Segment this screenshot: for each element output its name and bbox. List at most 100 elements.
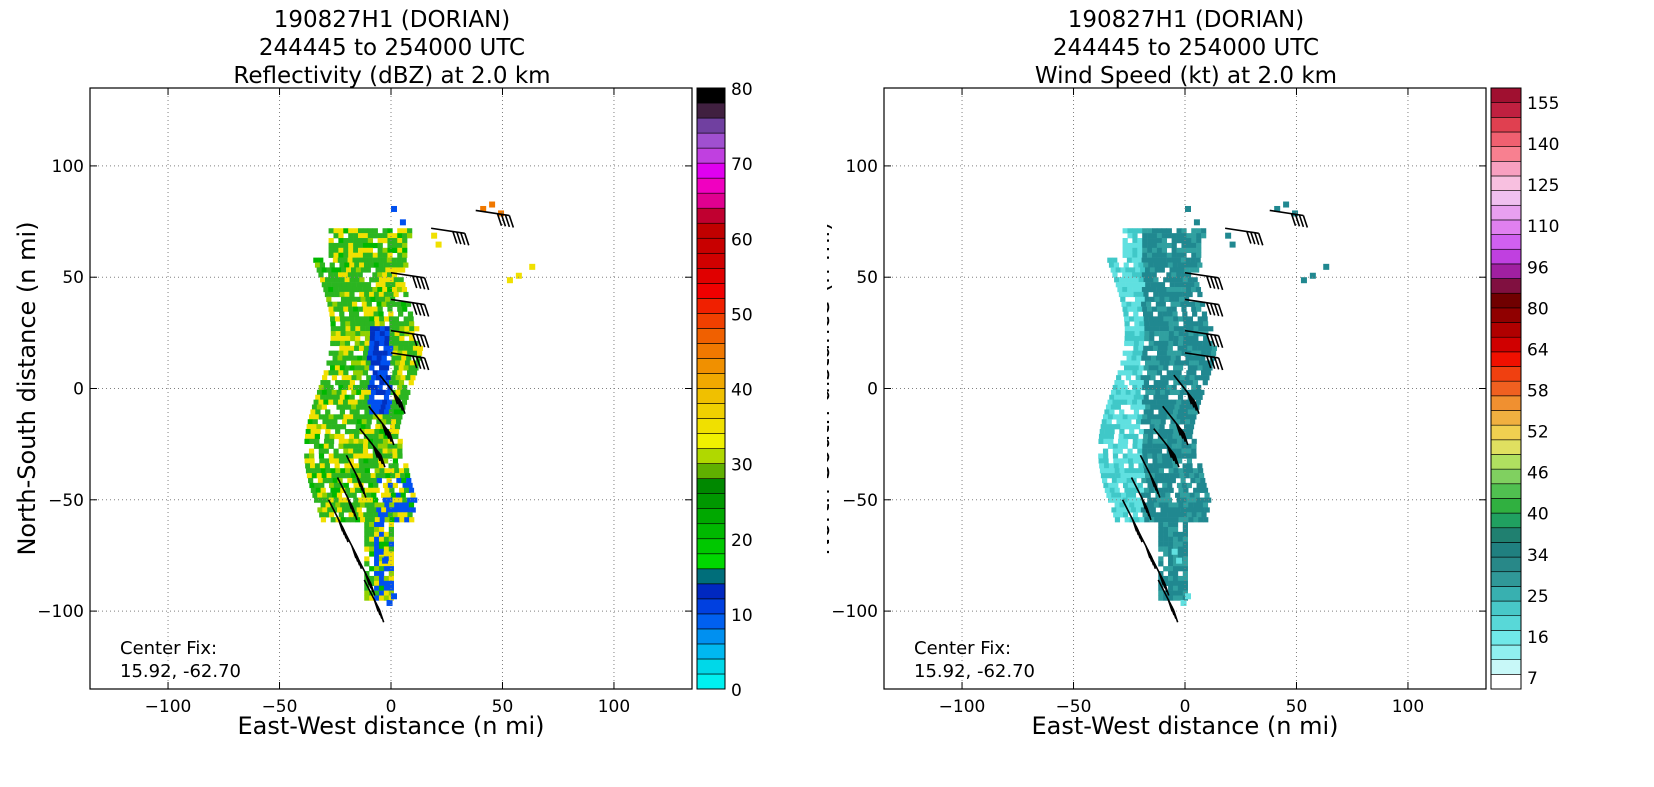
field-cell	[1186, 482, 1192, 489]
field-cell	[1180, 257, 1187, 263]
field-cell	[351, 301, 358, 307]
field-cell	[1182, 526, 1188, 533]
field-cell	[1161, 257, 1167, 263]
field-cell	[380, 267, 386, 273]
field-cell	[1162, 512, 1168, 518]
field-cell	[365, 296, 371, 302]
field-cell	[348, 512, 354, 518]
colorbar-segment	[696, 643, 726, 660]
field-cell	[1108, 463, 1115, 469]
field-cell	[349, 316, 355, 322]
field-cell	[1171, 350, 1177, 356]
field-cell	[355, 321, 361, 327]
field-cell	[363, 345, 370, 351]
field-cell	[392, 399, 398, 405]
field-cell	[321, 473, 327, 479]
field-cell	[395, 282, 401, 288]
field-cell	[344, 316, 350, 322]
field-cell	[358, 458, 364, 464]
field-cell	[348, 233, 354, 239]
field-cell	[402, 497, 408, 503]
field-cell	[1131, 507, 1137, 513]
field-cell	[1175, 507, 1181, 513]
field-cell	[1158, 340, 1164, 347]
field-cell	[1173, 468, 1179, 474]
field-cell	[372, 306, 378, 312]
field-cell	[1158, 522, 1164, 528]
field-cell	[1181, 286, 1187, 293]
field-cell	[1164, 331, 1170, 337]
field-cell	[1154, 296, 1160, 302]
field-cell	[1191, 247, 1197, 254]
field-cell	[1172, 438, 1178, 445]
field-cell	[367, 238, 374, 244]
field-cell	[1180, 419, 1186, 425]
field-cell	[1119, 468, 1125, 474]
field-cell	[340, 468, 346, 474]
field-cell	[1140, 419, 1147, 425]
field-cell	[388, 571, 394, 577]
field-cell	[382, 238, 388, 244]
field-cell	[344, 340, 351, 347]
field-cell	[367, 443, 374, 449]
field-cell	[338, 306, 344, 312]
wind-barb-flag	[392, 392, 399, 405]
field-cell	[1123, 394, 1130, 400]
field-cell	[372, 370, 378, 376]
field-cell	[1102, 448, 1109, 454]
field-cell	[1111, 507, 1117, 513]
field-cell	[1169, 473, 1175, 479]
field-cell	[384, 335, 390, 342]
field-cell	[364, 365, 370, 371]
field-cell	[334, 365, 341, 371]
field-cell	[1158, 546, 1164, 552]
field-cell	[391, 272, 398, 278]
field-cell	[330, 331, 336, 337]
field-cell	[392, 482, 398, 489]
field-cell	[1135, 404, 1141, 410]
field-cell	[1168, 536, 1174, 542]
field-cell	[1156, 306, 1163, 312]
colorbar-segment	[696, 538, 726, 555]
field-cell	[374, 595, 380, 601]
field-cell	[1163, 531, 1169, 538]
grid	[884, 88, 1486, 689]
field-cell	[1157, 345, 1164, 351]
field-cell	[1114, 380, 1120, 386]
field-cell	[1229, 241, 1236, 248]
field-cell	[1192, 409, 1198, 415]
field-cell	[378, 571, 385, 577]
wind-barb-flag	[419, 357, 426, 370]
field-cell	[385, 282, 391, 288]
field-cell	[322, 477, 328, 484]
colorbar-label: 110	[1527, 217, 1559, 237]
field-cell	[1127, 350, 1133, 356]
field-cell	[342, 301, 348, 307]
field-cell	[350, 296, 356, 302]
field-cell	[1112, 448, 1118, 454]
field-cell	[1143, 311, 1149, 317]
field-cell	[1172, 595, 1179, 601]
field-cell	[1139, 331, 1145, 337]
field-cell	[1160, 492, 1166, 498]
field-cell	[1171, 306, 1177, 312]
field-cell	[376, 301, 382, 307]
field-cell	[1149, 360, 1156, 366]
field-cell	[369, 541, 375, 547]
field-cell	[1180, 301, 1186, 307]
field-cell	[1172, 526, 1179, 533]
wind-barb-flag	[504, 214, 511, 228]
field-cell	[339, 433, 345, 440]
field-cell	[388, 526, 394, 533]
field-cell	[338, 370, 344, 376]
colorbar-segment	[696, 673, 726, 690]
field-cell	[392, 414, 398, 420]
field-cell	[1193, 326, 1199, 332]
field-cell	[1176, 252, 1182, 258]
field-cell	[1204, 375, 1210, 381]
field-cell	[397, 438, 403, 445]
field-cell	[1162, 345, 1168, 351]
field-cell	[403, 487, 410, 493]
field-cell	[1139, 296, 1146, 302]
field-cell	[1135, 375, 1141, 381]
